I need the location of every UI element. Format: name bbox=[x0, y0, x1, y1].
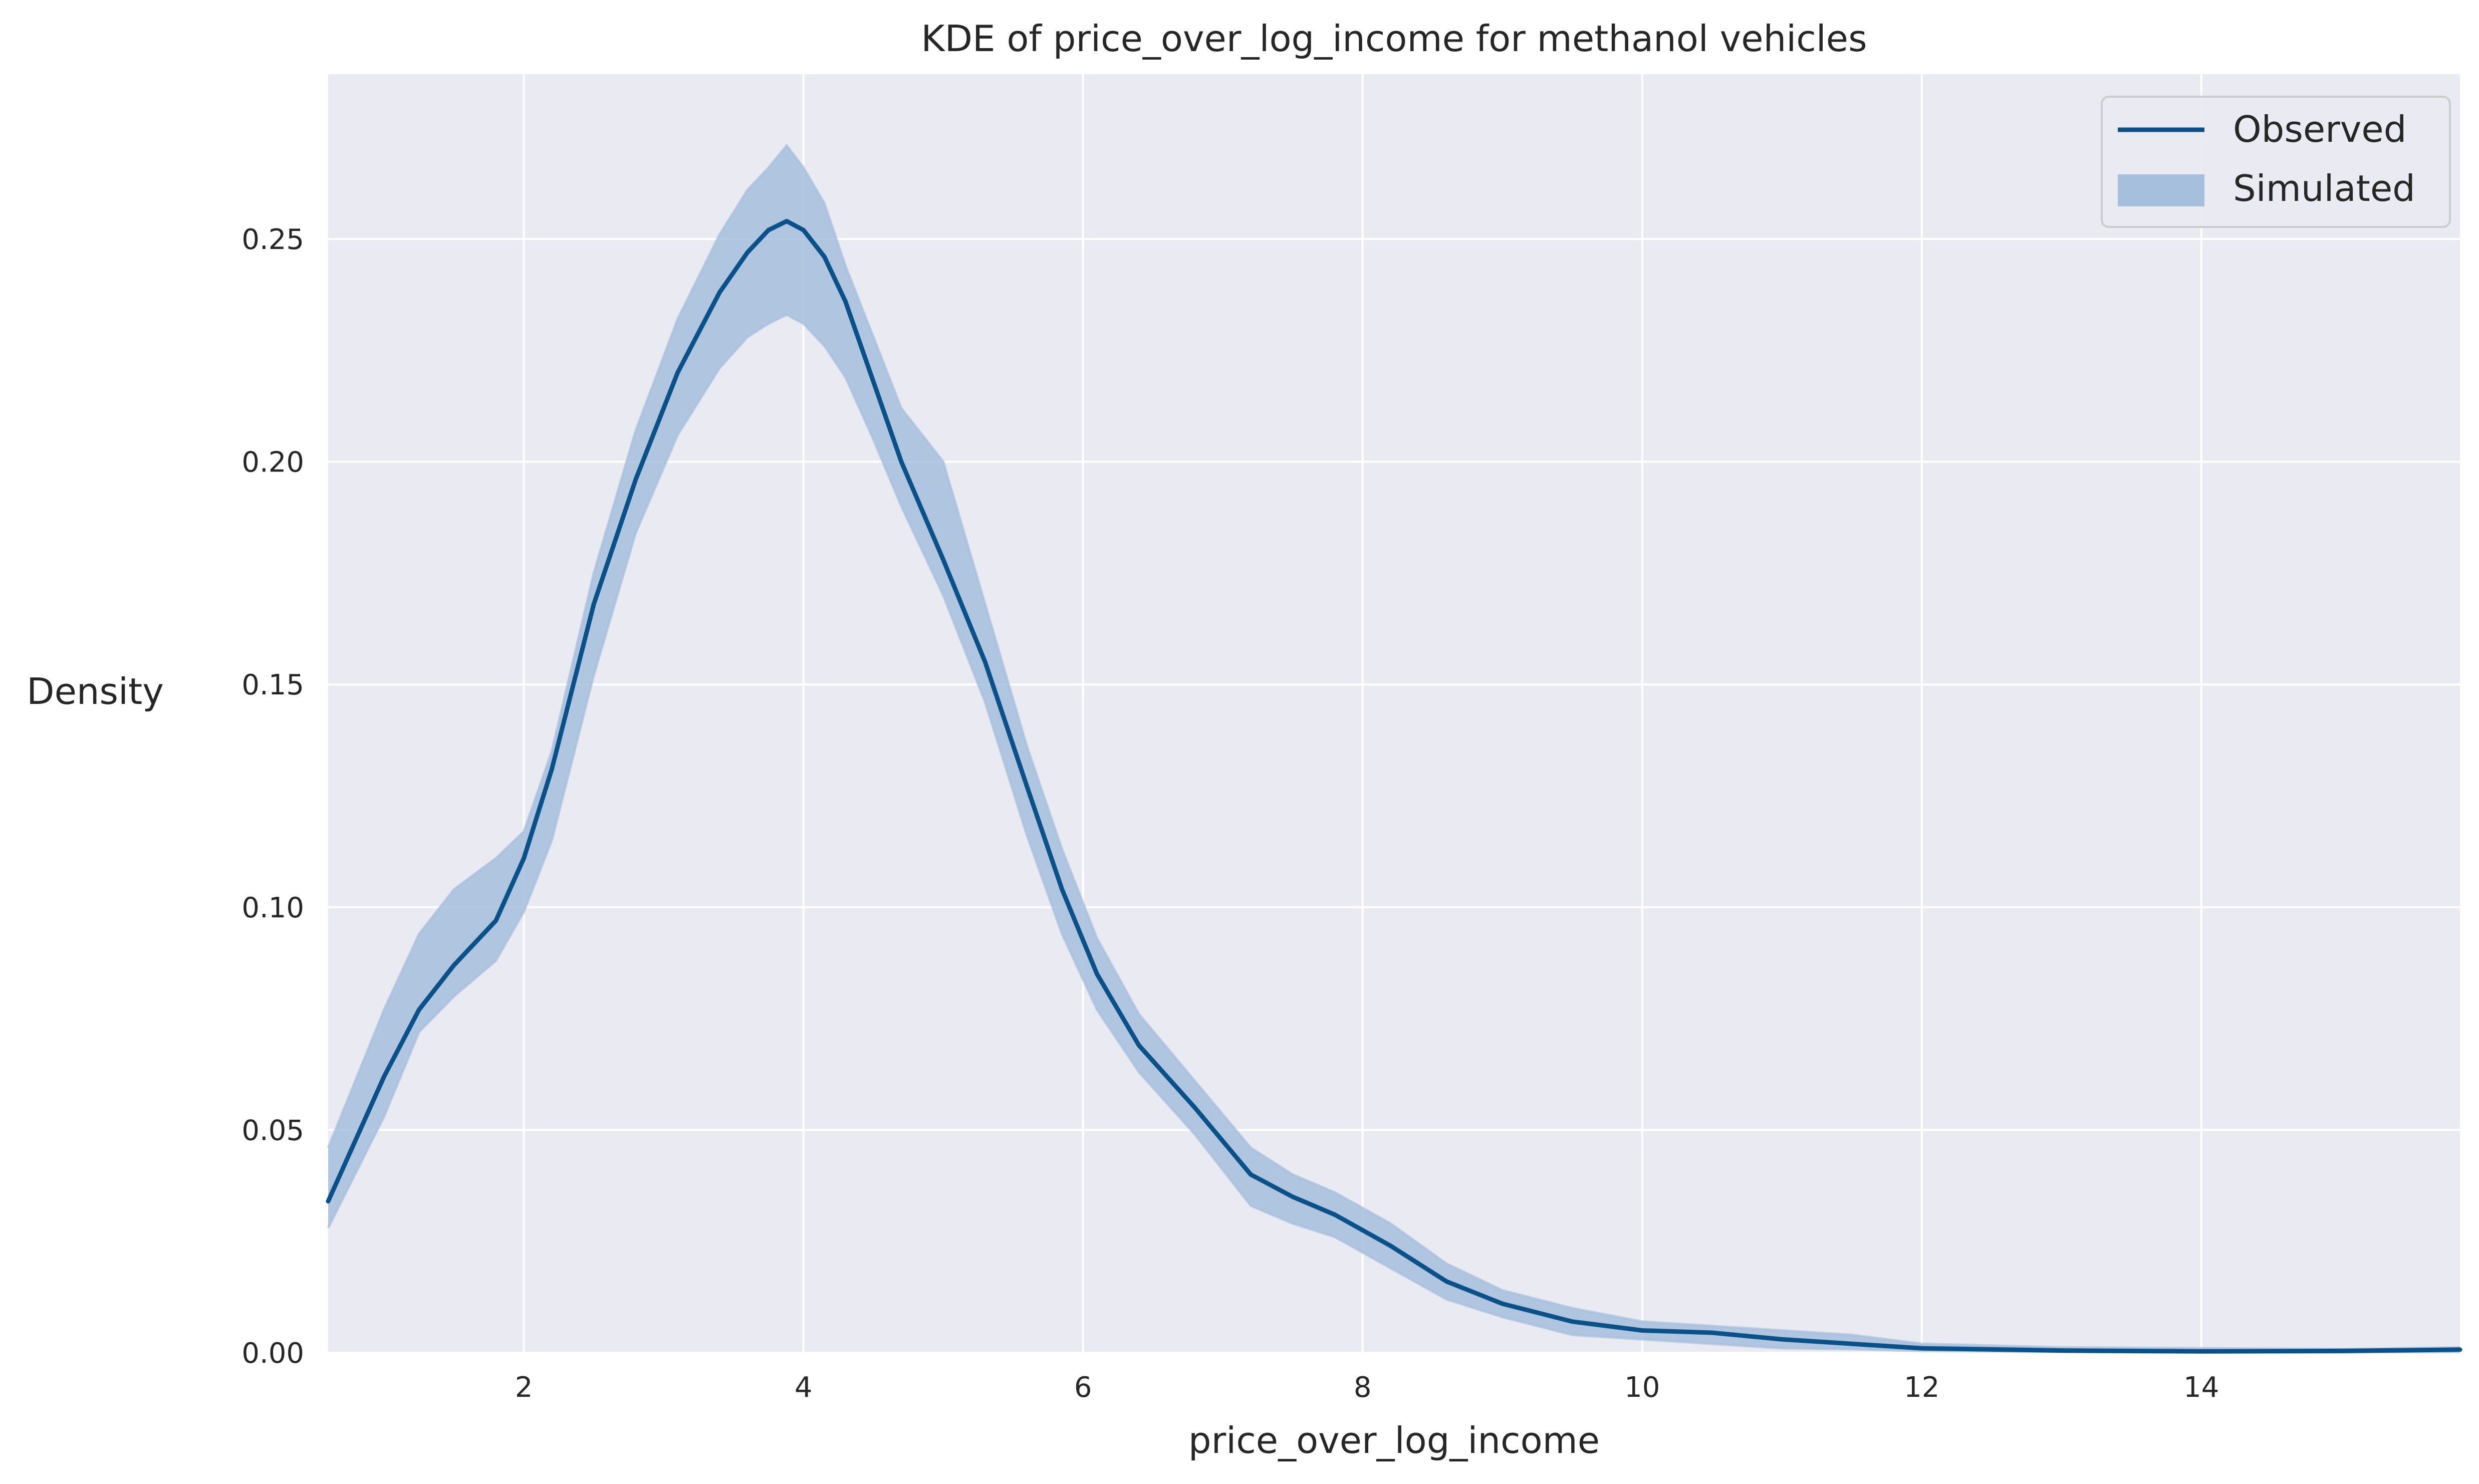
observed-line bbox=[326, 218, 2462, 1354]
simulated-series-band bbox=[327, 143, 2460, 1354]
simulated-lower-envelope bbox=[327, 313, 2460, 1354]
y-tick-label: 0.15 bbox=[241, 669, 304, 701]
x-tick-label: 6 bbox=[1074, 1371, 1092, 1404]
legend-simulated-swatch bbox=[2118, 174, 2204, 206]
simulated-upper-envelope bbox=[327, 143, 2460, 1351]
y-tick-label: 0.05 bbox=[241, 1114, 304, 1147]
legend-observed-label: Observed bbox=[2233, 108, 2406, 150]
grid-lines bbox=[328, 74, 2460, 1354]
x-tick-labels: 2 4 6 8 10 12 14 bbox=[515, 1371, 2219, 1404]
x-tick-label: 4 bbox=[795, 1371, 813, 1404]
chart-title: KDE of price_over_log_income for methano… bbox=[921, 18, 1867, 60]
observed-series-line bbox=[326, 218, 2462, 1354]
x-tick-label: 14 bbox=[2183, 1371, 2219, 1404]
x-tick-label: 10 bbox=[1624, 1371, 1660, 1404]
x-axis-label: price_over_log_income bbox=[1188, 1419, 1600, 1461]
legend: Observed Simulated bbox=[2101, 96, 2451, 228]
x-tick-label: 2 bbox=[515, 1371, 533, 1404]
y-tick-labels: 0.00 0.05 0.10 0.15 0.20 0.25 bbox=[241, 223, 304, 1370]
plot-area bbox=[328, 74, 2460, 1353]
x-tick-label: 12 bbox=[1904, 1371, 1939, 1404]
x-tick-label: 8 bbox=[1354, 1371, 1372, 1404]
legend-simulated-label: Simulated bbox=[2233, 167, 2415, 209]
y-tick-label: 0.10 bbox=[241, 892, 304, 924]
y-axis-label: Density bbox=[27, 670, 164, 712]
y-tick-label: 0.00 bbox=[241, 1337, 304, 1370]
y-tick-label: 0.25 bbox=[241, 223, 304, 256]
y-tick-label: 0.20 bbox=[241, 446, 304, 479]
